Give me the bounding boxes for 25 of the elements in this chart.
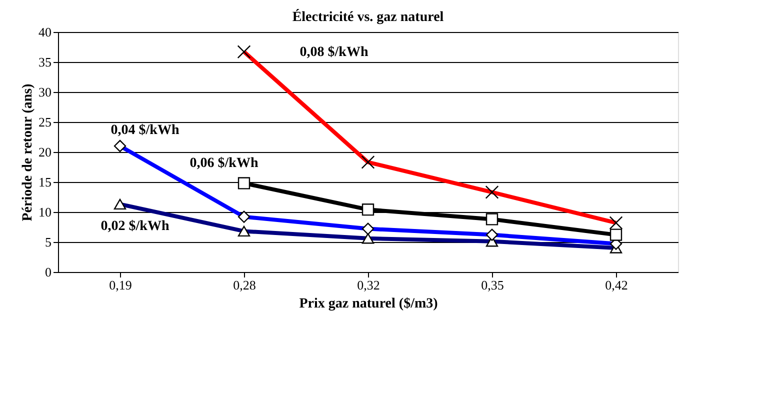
y-tick-label: 25 [38,114,52,130]
x-tick-label: 0,42 [605,278,628,292]
y-tick-label: 35 [38,54,52,70]
point [486,213,498,226]
text: 0,08 $/kWh [300,44,368,60]
x-tick-label: 0,28 [233,278,256,292]
point [238,177,250,190]
y-tick-label: 40 [38,24,52,40]
y-tick-label: 20 [38,144,52,160]
x-axis-title: Prix gaz naturel ($/m3) [299,296,438,312]
y-tick-label: 0 [45,264,52,280]
y-tick-label: 10 [38,204,52,220]
x-tick-label: 0,19 [109,278,132,292]
y-tick-label: 15 [38,174,52,190]
x-tick-label: 0,35 [481,278,504,292]
series-label: 0,02 $/kWh [100,219,170,234]
series-label: 0,06 $/kWh [190,156,258,172]
y-tick-label: 30 [38,84,52,100]
x-tick-label: 0,32 [357,278,380,292]
y-tick-label: 5 [45,234,52,250]
y-axis-title: Période de retour (ans) [20,83,36,222]
point [362,204,374,216]
chart-title: Électricité vs. gaz naturel [292,8,444,25]
series-label: 0,04 $/kWh [110,123,180,138]
point [610,228,622,241]
